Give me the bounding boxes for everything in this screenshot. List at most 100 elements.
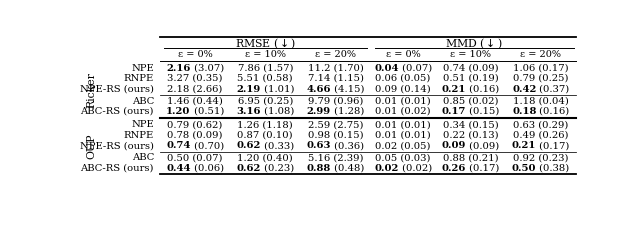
Text: (0.36): (0.36) — [332, 141, 364, 150]
Text: RNPE: RNPE — [124, 74, 154, 83]
Text: NPE-RS (ours): NPE-RS (ours) — [80, 84, 154, 93]
Text: (1.01): (1.01) — [260, 84, 294, 93]
Text: 0.34 (0.15): 0.34 (0.15) — [443, 120, 499, 129]
Text: 0.01 (0.01): 0.01 (0.01) — [375, 120, 431, 129]
Text: ε = 10%: ε = 10% — [245, 50, 286, 59]
Text: 0.62: 0.62 — [237, 141, 261, 150]
Text: 5.16 (2.39): 5.16 (2.39) — [308, 153, 364, 162]
Text: ABC: ABC — [132, 153, 154, 162]
Text: 6.95 (0.25): 6.95 (0.25) — [237, 97, 293, 106]
Text: (0.06): (0.06) — [191, 164, 224, 173]
Text: 0.79 (0.25): 0.79 (0.25) — [513, 74, 568, 83]
Text: 3.16: 3.16 — [236, 107, 261, 116]
Text: 0.63: 0.63 — [307, 141, 332, 150]
Text: 0.87 (0.10): 0.87 (0.10) — [237, 131, 293, 140]
Text: (0.37): (0.37) — [536, 84, 570, 93]
Text: 0.04: 0.04 — [374, 64, 399, 73]
Text: (0.16): (0.16) — [466, 84, 499, 93]
Text: 0.42: 0.42 — [512, 84, 536, 93]
Text: 0.22 (0.13): 0.22 (0.13) — [443, 131, 499, 140]
Text: ABC-RS (ours): ABC-RS (ours) — [81, 164, 154, 173]
Text: 0.79 (0.62): 0.79 (0.62) — [167, 120, 223, 129]
Text: 0.49 (0.26): 0.49 (0.26) — [513, 131, 568, 140]
Text: 0.17: 0.17 — [442, 107, 466, 116]
Text: OUP: OUP — [86, 134, 96, 159]
Text: (0.15): (0.15) — [466, 107, 499, 116]
Text: 0.06 (0.05): 0.06 (0.05) — [376, 74, 431, 83]
Text: (0.02): (0.02) — [399, 164, 432, 173]
Text: 1.46 (0.44): 1.46 (0.44) — [167, 97, 223, 106]
Text: (0.51): (0.51) — [191, 107, 224, 116]
Text: 0.01 (0.01): 0.01 (0.01) — [375, 131, 431, 140]
Text: 9.79 (0.96): 9.79 (0.96) — [308, 97, 364, 106]
Text: 7.14 (1.15): 7.14 (1.15) — [308, 74, 364, 83]
Text: 0.74 (0.09): 0.74 (0.09) — [443, 64, 499, 73]
Text: 0.85 (0.02): 0.85 (0.02) — [443, 97, 499, 106]
Text: (0.48): (0.48) — [331, 164, 364, 173]
Text: 0.02 (0.05): 0.02 (0.05) — [375, 141, 431, 150]
Text: (0.07): (0.07) — [399, 64, 432, 73]
Text: 0.09 (0.14): 0.09 (0.14) — [375, 84, 431, 93]
Text: NPE: NPE — [131, 64, 154, 73]
Text: ABC: ABC — [132, 97, 154, 106]
Text: 0.51 (0.19): 0.51 (0.19) — [443, 74, 499, 83]
Text: 2.19: 2.19 — [236, 84, 260, 93]
Text: 0.62: 0.62 — [237, 164, 261, 173]
Text: 4.66: 4.66 — [307, 84, 331, 93]
Text: (0.09): (0.09) — [466, 141, 499, 150]
Text: 0.88 (0.21): 0.88 (0.21) — [443, 153, 499, 162]
Text: ε = 20%: ε = 20% — [315, 50, 356, 59]
Text: 0.01 (0.02): 0.01 (0.02) — [375, 107, 431, 116]
Text: 0.21: 0.21 — [512, 141, 536, 150]
Text: 0.88: 0.88 — [307, 164, 331, 173]
Text: 2.16: 2.16 — [166, 64, 191, 73]
Text: ε = 20%: ε = 20% — [520, 50, 561, 59]
Text: 1.20: 1.20 — [166, 107, 191, 116]
Text: RMSE ($\downarrow$): RMSE ($\downarrow$) — [235, 36, 296, 51]
Text: 0.21: 0.21 — [442, 84, 466, 93]
Text: NPE-RS (ours): NPE-RS (ours) — [80, 141, 154, 150]
Text: (0.17): (0.17) — [466, 164, 499, 173]
Text: 0.05 (0.03): 0.05 (0.03) — [375, 153, 431, 162]
Text: (0.70): (0.70) — [191, 141, 224, 150]
Text: (3.07): (3.07) — [191, 64, 224, 73]
Text: RNPE: RNPE — [124, 131, 154, 140]
Text: (0.17): (0.17) — [536, 141, 570, 150]
Text: 2.99: 2.99 — [307, 107, 331, 116]
Text: 3.27 (0.35): 3.27 (0.35) — [167, 74, 223, 83]
Text: (0.16): (0.16) — [536, 107, 570, 116]
Text: 2.18 (2.66): 2.18 (2.66) — [167, 84, 223, 93]
Text: ε = 0%: ε = 0% — [386, 50, 420, 59]
Text: (0.38): (0.38) — [536, 164, 570, 173]
Text: 0.01 (0.01): 0.01 (0.01) — [375, 97, 431, 106]
Text: 2.59 (2.75): 2.59 (2.75) — [308, 120, 364, 129]
Text: 0.18: 0.18 — [512, 107, 536, 116]
Text: 0.26: 0.26 — [442, 164, 466, 173]
Text: 0.50: 0.50 — [512, 164, 536, 173]
Text: 0.02: 0.02 — [374, 164, 399, 173]
Text: ε = 0%: ε = 0% — [178, 50, 212, 59]
Text: 7.86 (1.57): 7.86 (1.57) — [237, 64, 293, 73]
Text: 1.06 (0.17): 1.06 (0.17) — [513, 64, 569, 73]
Text: 1.18 (0.04): 1.18 (0.04) — [513, 97, 569, 106]
Text: Ricker: Ricker — [86, 72, 96, 108]
Text: 0.63 (0.29): 0.63 (0.29) — [513, 120, 568, 129]
Text: ABC-RS (ours): ABC-RS (ours) — [81, 107, 154, 116]
Text: ε = 10%: ε = 10% — [450, 50, 491, 59]
Text: 1.20 (0.40): 1.20 (0.40) — [237, 153, 293, 162]
Text: 0.74: 0.74 — [166, 141, 191, 150]
Text: (0.33): (0.33) — [261, 141, 294, 150]
Text: (1.08): (1.08) — [261, 107, 294, 116]
Text: 1.26 (1.18): 1.26 (1.18) — [237, 120, 293, 129]
Text: (0.23): (0.23) — [261, 164, 294, 173]
Text: (4.15): (4.15) — [331, 84, 365, 93]
Text: 0.78 (0.09): 0.78 (0.09) — [167, 131, 223, 140]
Text: NPE: NPE — [131, 120, 154, 129]
Text: 0.92 (0.23): 0.92 (0.23) — [513, 153, 568, 162]
Text: 0.09: 0.09 — [442, 141, 466, 150]
Text: 5.51 (0.58): 5.51 (0.58) — [237, 74, 293, 83]
Text: 11.2 (1.70): 11.2 (1.70) — [308, 64, 364, 73]
Text: (1.28): (1.28) — [331, 107, 364, 116]
Text: 0.44: 0.44 — [166, 164, 191, 173]
Text: MMD ($\downarrow$): MMD ($\downarrow$) — [445, 36, 502, 51]
